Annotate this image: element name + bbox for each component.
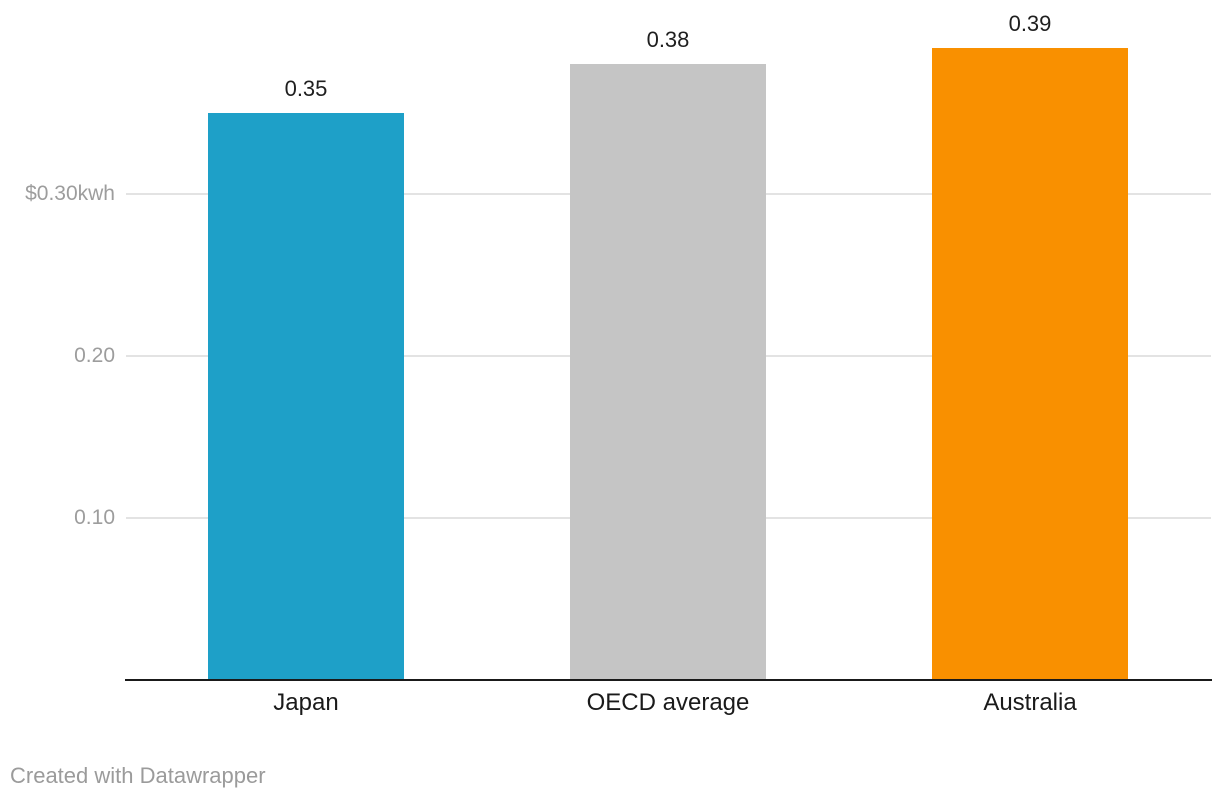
y-tick-label: 0.10 [74,506,115,529]
category-label-oecd-average: OECD average [586,689,750,716]
bar-australia [932,48,1128,680]
value-label-australia: 0.39 [1008,11,1052,36]
x-axis-line [125,679,1212,681]
y-tick-label: 0.20 [74,344,115,367]
bar-japan [208,113,404,680]
datawrapper-attribution-link[interactable]: Created with Datawrapper [10,763,266,788]
bar-oecd-average [570,64,766,680]
category-label-australia: Australia [983,689,1077,716]
category-label-japan: Japan [273,689,339,716]
y-tick-label: $0.30kwh [25,182,115,205]
value-label-japan: 0.35 [284,76,328,101]
value-label-oecd-average: 0.38 [646,27,690,52]
